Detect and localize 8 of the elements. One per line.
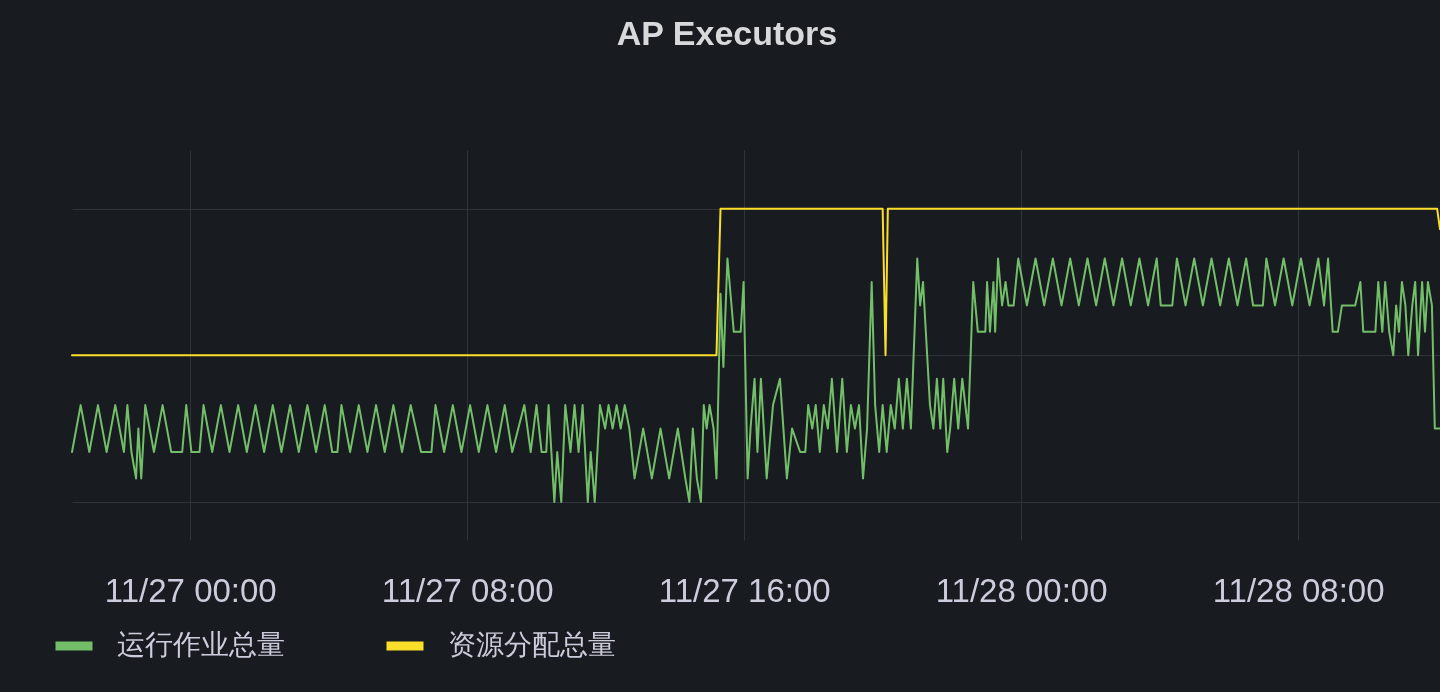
legend-label: 资源分配总量 [448, 629, 616, 660]
x-tick-label: 11/28 08:00 [1212, 571, 1385, 609]
chart-title: AP Executors [616, 14, 838, 52]
x-tick-label: 11/27 16:00 [658, 571, 831, 609]
x-tick-label: 11/27 00:00 [104, 571, 277, 609]
x-tick-label: 11/27 08:00 [381, 571, 554, 609]
legend-label: 运行作业总量 [117, 629, 285, 660]
x-tick-label: 11/28 00:00 [935, 571, 1108, 609]
